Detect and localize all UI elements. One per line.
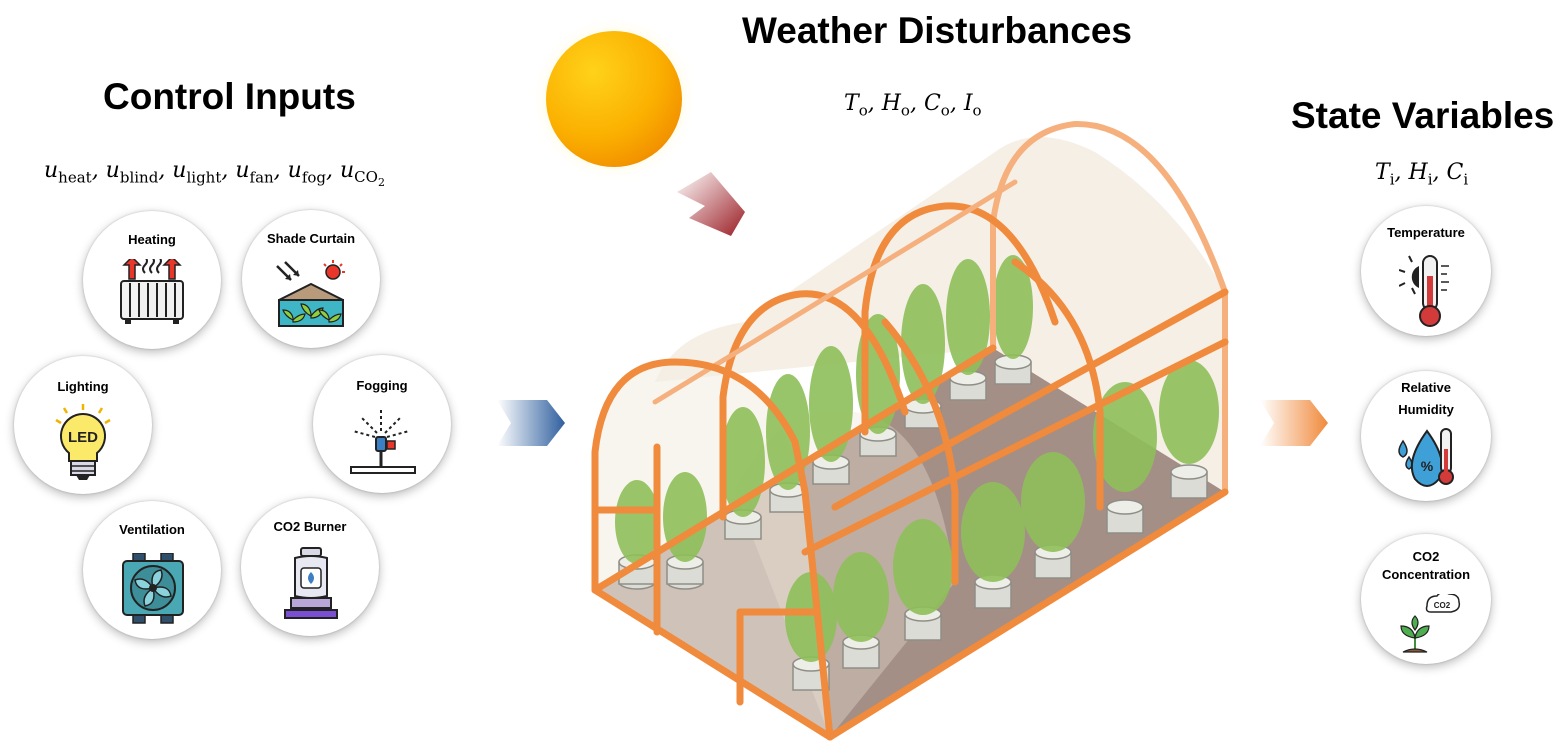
state-h: H — [1408, 160, 1428, 185]
control-arrow-icon — [497, 400, 565, 446]
co2-concentration-label-line2: Concentration — [1381, 567, 1471, 582]
weather-formula: To, Ho, Co, Io — [844, 91, 982, 120]
plant-rows — [615, 255, 1219, 691]
lighting-card: Lighting LED — [14, 356, 152, 494]
relative-humidity-label-line1: Relative — [1401, 380, 1451, 395]
sun-icon — [530, 15, 698, 183]
humidity-drop-icon: % — [1398, 428, 1454, 487]
co2-concentration-label-line1: CO2 — [1412, 549, 1440, 564]
control-inputs-formula: uheat, ublind, ulight, ufan, ufog, uCO2 — [44, 158, 385, 190]
radiator-icon — [120, 259, 184, 324]
fogging-label: Fogging — [356, 378, 408, 393]
u-fog-sub: fog — [301, 168, 327, 187]
co2-concentration-card: CO2 Concentration CO2 — [1361, 534, 1491, 664]
heating-label: Heating — [128, 232, 176, 247]
u-fan-sub: fan — [249, 168, 274, 187]
state-formula: Ti, Hi, Ci — [1375, 160, 1469, 189]
lighting-label: Lighting — [57, 379, 109, 394]
fan-icon — [122, 553, 184, 624]
u-co2-sub: CO — [354, 168, 378, 187]
relative-humidity-label-line2: Humidity — [1398, 402, 1454, 417]
co2-plant-icon: CO2 — [1400, 594, 1461, 653]
gas-burner-icon — [284, 547, 338, 619]
fogging-card: Fogging — [313, 355, 451, 493]
thermometer-sun-icon — [1399, 255, 1449, 327]
co2-burner-label: CO2 Burner — [273, 519, 347, 534]
weather-i: I — [963, 91, 973, 116]
u-heat-sub: heat — [58, 168, 92, 187]
heating-card: Heating — [83, 211, 221, 349]
greenhouse-frame — [591, 120, 1229, 741]
state-c: C — [1446, 160, 1464, 185]
control-inputs-title: Control Inputs — [103, 76, 356, 117]
relative-humidity-card: Relative Humidity % — [1361, 371, 1491, 501]
weather-c: C — [923, 91, 941, 116]
state-t: T — [1375, 160, 1390, 185]
greenhouse-illustration — [591, 120, 1229, 741]
svg-text:%: % — [1421, 458, 1434, 474]
weather-h: H — [881, 91, 901, 116]
weather-disturbances-title: Weather Disturbances — [742, 10, 1132, 51]
temperature-label: Temperature — [1387, 225, 1465, 240]
shade-curtain-label: Shade Curtain — [266, 231, 356, 246]
ventilation-card: Ventilation — [83, 501, 221, 639]
led-text: LED — [68, 429, 98, 446]
led-bulb-icon: LED — [55, 404, 111, 480]
weather-t: T — [844, 91, 859, 116]
co2-burner-card: CO2 Burner — [241, 498, 379, 636]
u-blind-sub: blind — [119, 168, 159, 187]
shade-curtain-icon — [276, 260, 345, 327]
sprinkler-icon — [350, 409, 416, 474]
temperature-card: Temperature — [1361, 206, 1491, 336]
co2-cloud-text: CO2 — [1434, 601, 1451, 610]
weather-arrow-icon — [677, 172, 745, 236]
u-light-sub: light — [186, 168, 222, 187]
shade-curtain-card: Shade Curtain — [242, 210, 380, 348]
state-arrow-icon — [1260, 400, 1328, 446]
state-variables-title: State Variables — [1291, 95, 1555, 136]
ventilation-label: Ventilation — [119, 522, 185, 537]
